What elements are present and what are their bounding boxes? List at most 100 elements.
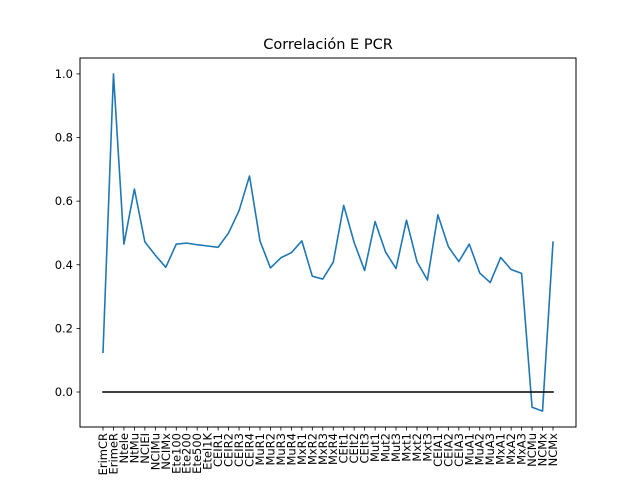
series-2-point-32 — [437, 391, 438, 392]
x-tick-label-34: CEIA3 — [452, 433, 466, 467]
series-1-point-31 — [427, 279, 428, 280]
series-2-point-23 — [343, 391, 344, 392]
series-2-point-39 — [511, 391, 512, 392]
series-1-point-33 — [448, 246, 449, 247]
series-2-point-7 — [176, 391, 177, 392]
series-2-point-31 — [427, 391, 428, 392]
x-tick-label-14: CEIR4 — [243, 433, 257, 467]
series-1-point-24 — [354, 242, 355, 243]
x-tick-label-3: NtMu — [127, 433, 141, 463]
series-1-point-8 — [186, 243, 187, 244]
series-1-point-21 — [322, 278, 323, 279]
series-2-point-29 — [406, 391, 407, 392]
series-1-point-32 — [437, 214, 438, 215]
series-1-point-36 — [479, 272, 480, 273]
series-2-point-4 — [144, 391, 145, 392]
series-1-point-20 — [312, 276, 313, 277]
series-2-point-1 — [113, 391, 114, 392]
series-1-point-18 — [291, 252, 292, 253]
series-1-point-28 — [395, 268, 396, 269]
series-1-point-37 — [490, 282, 491, 283]
x-tick-label-9: Ete500 — [190, 433, 204, 474]
series-2-point-25 — [364, 391, 365, 392]
series-2-point-16 — [270, 391, 271, 392]
x-tick-label-41: NCMu — [525, 433, 539, 467]
x-tick-label-40: MxA3 — [515, 433, 529, 465]
series-1-point-22 — [333, 262, 334, 263]
series-1-point-41 — [531, 407, 532, 408]
series-2-point-24 — [354, 391, 355, 392]
series-1-point-15 — [259, 240, 260, 241]
x-tick-label-26: Mut1 — [368, 433, 382, 462]
series-1-point-11 — [218, 247, 219, 248]
x-tick-label-31: Mxt3 — [420, 433, 434, 462]
y-tick-label-4: 0.8 — [55, 131, 73, 145]
x-tick-label-39: MxA2 — [504, 433, 518, 465]
axes: 0.00.20.40.60.81.0ErimCRErimeRNteleNtMuN… — [55, 67, 560, 476]
series-2-point-43 — [552, 391, 553, 392]
x-tick-label-5: NCIMu — [148, 433, 162, 470]
series-1-point-43 — [552, 242, 553, 243]
series-2-point-5 — [155, 391, 156, 392]
series-2-point-8 — [186, 391, 187, 392]
x-tick-label-43: NCMx — [546, 433, 560, 467]
series-2-point-19 — [301, 391, 302, 392]
x-tick-label-2: Ntele — [117, 433, 131, 463]
series-2-point-41 — [531, 391, 532, 392]
series-1-point-25 — [364, 270, 365, 271]
x-tick-label-11: CEIR1 — [211, 433, 225, 467]
series-2-point-11 — [218, 391, 219, 392]
y-tick-label-5: 1.0 — [55, 67, 73, 81]
x-tick-label-8: Ete200 — [180, 433, 194, 474]
x-tick-label-23: CEIt1 — [337, 433, 351, 464]
x-tick-label-4: NCIEI — [138, 433, 152, 464]
x-tick-label-36: MuA2 — [473, 433, 487, 465]
series-1-point-29 — [406, 220, 407, 221]
series-1-point-40 — [521, 273, 522, 274]
x-tick-label-27: Mut2 — [379, 433, 393, 462]
x-tick-label-13: CEIR3 — [232, 433, 246, 467]
series-1-point-4 — [144, 241, 145, 242]
series-2-point-30 — [416, 391, 417, 392]
series-1-point-10 — [207, 245, 208, 246]
series-2-point-2 — [123, 391, 124, 392]
series-1-point-12 — [228, 232, 229, 233]
series-2-point-18 — [291, 391, 292, 392]
x-tick-label-32: CEIA1 — [431, 433, 445, 467]
series-1-point-19 — [301, 240, 302, 241]
series-1-point-38 — [500, 257, 501, 258]
y-tick-label-0: 0.0 — [55, 385, 73, 399]
y-tick-label-2: 0.4 — [55, 258, 73, 272]
series-1-point-7 — [176, 243, 177, 244]
plot-frame — [79, 57, 577, 428]
series-1-point-27 — [385, 251, 386, 252]
x-tick-label-29: Mxt1 — [399, 433, 413, 462]
x-tick-label-16: MuR2 — [263, 433, 277, 466]
x-tick-label-30: Mxt2 — [410, 433, 424, 462]
x-tick-label-6: NCIMx — [159, 433, 173, 470]
y-tick-label-3: 0.6 — [55, 194, 73, 208]
series-1-point-42 — [542, 410, 543, 411]
series-1-point-2 — [123, 243, 124, 244]
x-tick-label-1: ErimeR — [106, 433, 120, 474]
series-2-point-0 — [102, 391, 103, 392]
x-tick-label-38: MxA1 — [494, 433, 508, 465]
y-tick-label-1: 0.2 — [55, 321, 73, 335]
series-1-point-17 — [280, 257, 281, 258]
x-tick-label-22: MxR4 — [326, 433, 340, 465]
x-tick-label-15: MuR1 — [253, 433, 267, 466]
series-2-point-33 — [448, 391, 449, 392]
series-2-point-27 — [385, 391, 386, 392]
series-1-point-39 — [511, 269, 512, 270]
series-2-point-9 — [197, 391, 198, 392]
x-tick-label-21: MxR3 — [316, 433, 330, 465]
series-1-point-5 — [155, 255, 156, 256]
series-1-point-6 — [165, 267, 166, 268]
series-1-point-34 — [458, 261, 459, 262]
series-2-point-13 — [238, 391, 239, 392]
series-2-point-28 — [395, 391, 396, 392]
series-1-point-30 — [416, 261, 417, 262]
x-tick-label-7: Ete100 — [169, 433, 183, 474]
